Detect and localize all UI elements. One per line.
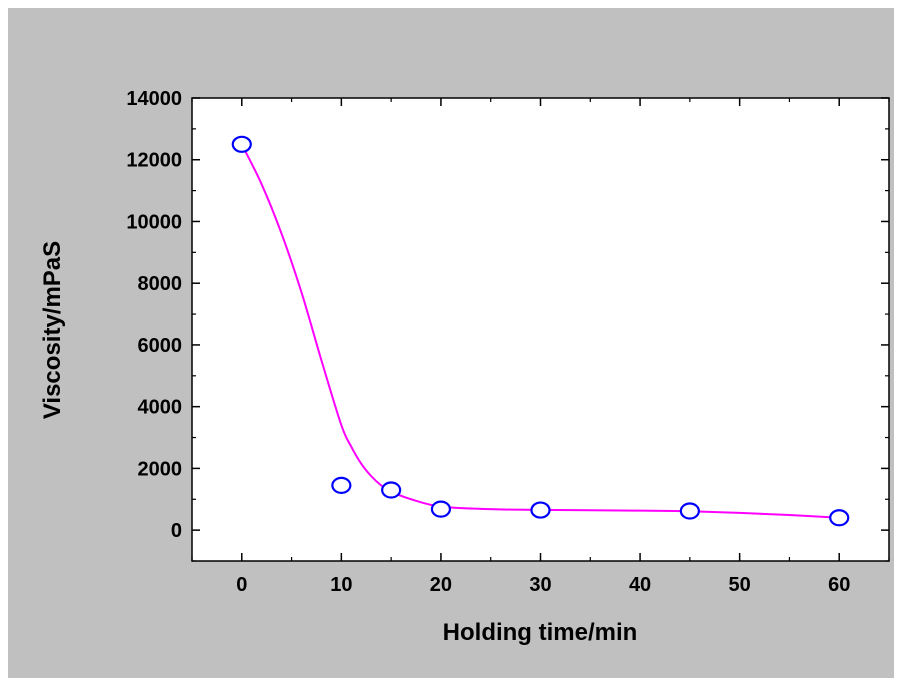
data-point	[530, 501, 551, 519]
x-tick-label: 0	[236, 574, 247, 596]
x-tick-label: 30	[529, 574, 551, 596]
x-tick-label: 10	[330, 574, 352, 596]
plot-area	[191, 97, 890, 562]
data-point	[381, 481, 402, 499]
data-point	[331, 476, 352, 494]
y-tick-label: 4000	[138, 397, 183, 419]
y-tick-label: 12000	[126, 150, 182, 172]
x-tick-label: 20	[430, 574, 452, 596]
y-tick-label: 0	[171, 520, 182, 542]
data-point	[430, 500, 452, 518]
data-point	[231, 135, 252, 153]
y-axis-title: Viscosity/mPaS	[39, 241, 66, 419]
y-tick-label: 6000	[138, 335, 183, 357]
data-point	[829, 509, 850, 527]
y-tick-label: 8000	[138, 273, 183, 295]
y-tick-label: 10000	[126, 211, 182, 233]
x-tick-label: 50	[729, 574, 751, 596]
x-tick-label: 40	[629, 574, 651, 596]
x-tick-label: 60	[828, 574, 850, 596]
y-tick-label: 14000	[126, 88, 182, 110]
x-axis-title: Holding time/min	[443, 619, 638, 646]
y-tick-label: 2000	[138, 458, 183, 480]
data-point	[679, 502, 700, 520]
